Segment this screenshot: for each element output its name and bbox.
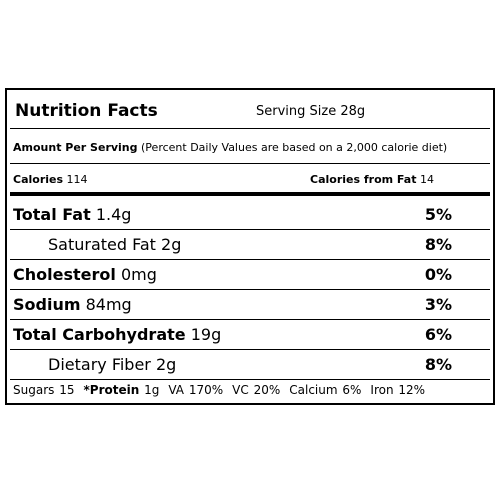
nutrient-row: Total Fat 1.4g 5% [10, 200, 490, 230]
from-fat-value: 14 [419, 173, 434, 186]
calories-from-fat: Calories from Fat 14 [310, 173, 434, 186]
footer-value: 1g [144, 383, 160, 397]
footer-item: VC 20% [232, 383, 280, 397]
daily-value: 8% [424, 235, 452, 254]
footer-item: Iron 12% [370, 383, 425, 397]
footer-item: VA 170% [168, 383, 223, 397]
nutrient-name: Sodium [13, 295, 81, 314]
header-row: Nutrition Facts Serving Size 28g [10, 93, 490, 129]
footer-row: Sugars 15 *Protein 1g VA 170% VC 20% Calcium… [10, 378, 490, 402]
footer-label: Sugars [13, 383, 55, 397]
nutrient-name: Dietary Fiber [48, 355, 151, 374]
nutrient-row: Sodium 84mg 3% [10, 290, 490, 320]
footer-value: 12% [398, 383, 426, 397]
footer-value: 20% [253, 383, 281, 397]
nutrient: Total Carbohydrate 19g [13, 325, 221, 344]
nutrient-amount: 2g [161, 235, 182, 254]
nutrition-label: Nutrition Facts Serving Size 28g Amount … [5, 88, 495, 405]
daily-value: 3% [424, 295, 452, 314]
serving-size: Serving Size 28g [256, 104, 366, 119]
nutrient-name: Total Carbohydrate [13, 325, 186, 344]
footer-label: Calcium [289, 383, 338, 397]
daily-value: 6% [424, 325, 452, 344]
calories-row: Calories 114 Calories from Fat 14 [10, 166, 490, 196]
nutrient-row: Total Carbohydrate 19g 6% [10, 320, 490, 350]
calories-value: 114 [66, 173, 88, 186]
footer-value: 170% [188, 383, 224, 397]
footer-item: Calcium 6% [289, 383, 361, 397]
nutrient-name: Cholesterol [13, 265, 116, 284]
nutrient: Sodium 84mg [13, 295, 132, 314]
calories-label: Calories [13, 173, 64, 186]
nutrient: Cholesterol 0mg [13, 265, 157, 284]
nutrient-amount: 0mg [120, 265, 157, 284]
footer-label: Iron [370, 383, 394, 397]
nutrient: Dietary Fiber 2g [48, 355, 176, 374]
calories: Calories 114 [13, 173, 88, 186]
amount-row: Amount Per Serving (Percent Daily Values… [10, 132, 490, 164]
daily-value: 5% [424, 205, 452, 224]
footer-label: VA [168, 383, 185, 397]
amount-text: Amount Per Serving (Percent Daily Values… [13, 141, 447, 154]
footer-label: VC [232, 383, 249, 397]
nutrient: Saturated Fat 2g [48, 235, 181, 254]
footer-item: *Protein 1g [84, 383, 160, 397]
amount-label: Amount Per Serving [13, 141, 138, 154]
nutrient-amount: 84mg [85, 295, 132, 314]
daily-value: 8% [424, 355, 452, 374]
footer-label: *Protein [83, 383, 140, 397]
footer-item: Sugars 15 [13, 383, 75, 397]
nutrient-name: Saturated Fat [48, 235, 156, 254]
nutrient-row: Cholesterol 0mg 0% [10, 260, 490, 290]
from-fat-label: Calories from Fat [310, 173, 417, 186]
footer-items: Sugars 15 *Protein 1g VA 170% VC 20% Calcium… [13, 383, 434, 397]
nutrient: Total Fat 1.4g [13, 205, 131, 224]
nutrient-amount: 2g [155, 355, 177, 374]
title: Nutrition Facts [15, 101, 158, 121]
daily-value: 0% [424, 265, 452, 284]
footer-value: 6% [342, 383, 362, 397]
footer-value: 15 [59, 383, 75, 397]
nutrient-amount: 1.4g [95, 205, 132, 224]
nutrient-row: Dietary Fiber 2g 8% [10, 350, 490, 380]
nutrient-row: Saturated Fat 2g 8% [10, 230, 490, 260]
amount-note: (Percent Daily Values are based on a 2,0… [141, 141, 448, 154]
nutrient-name: Total Fat [13, 205, 91, 224]
nutrient-amount: 19g [190, 325, 222, 344]
